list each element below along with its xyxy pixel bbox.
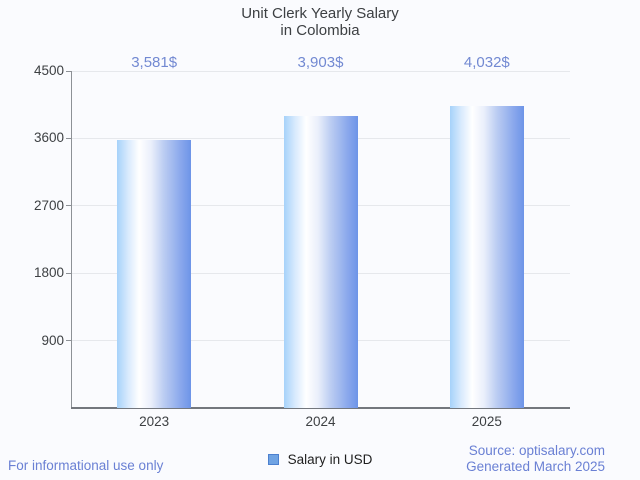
y-tick-mark [66, 205, 71, 207]
x-axis-line [71, 407, 570, 409]
y-tick-mark [66, 340, 71, 342]
footer-source[interactable]: Source: optisalary.com Generated March 2… [466, 443, 605, 475]
footer-source-line[interactable]: Source: optisalary.com [468, 443, 605, 458]
y-tick-label: 3600 [33, 130, 64, 146]
gridline [72, 70, 570, 72]
plot-area [71, 70, 570, 409]
chart-title-line1: Unit Clerk Yearly Salary [241, 5, 399, 22]
y-tick-mark [66, 272, 71, 274]
bar-value-label: 4,032$ [463, 54, 510, 71]
y-tick-mark [66, 70, 71, 72]
chart-title-line2: in Colombia [280, 22, 360, 39]
bar-2024[interactable] [283, 115, 358, 408]
y-tick-label: 1800 [33, 265, 64, 281]
footer-generated-line: Generated March 2025 [466, 459, 605, 474]
bar-value-label: 3,903$ [297, 54, 344, 71]
legend: Salary in USD [0, 452, 640, 467]
x-axis-label: 2024 [305, 414, 336, 429]
legend-label: Salary in USD [287, 452, 373, 467]
y-tick-mark [66, 137, 71, 139]
x-axis-label: 2025 [471, 414, 502, 429]
y-tick-label: 4500 [33, 63, 64, 78]
y-tick-label: 2700 [33, 197, 64, 213]
legend-swatch-icon [267, 454, 279, 465]
footer-disclaimer: For informational use only [8, 458, 164, 473]
y-tick-label: 900 [41, 332, 64, 348]
bar-value-label: 3,581$ [131, 54, 178, 71]
y-axis-line [71, 71, 72, 408]
bar-2023[interactable] [117, 139, 192, 408]
x-axis-label: 2023 [139, 414, 170, 429]
bar-2025[interactable] [449, 106, 524, 408]
chart-title: Unit Clerk Yearly Salary in Colombia [0, 5, 640, 39]
